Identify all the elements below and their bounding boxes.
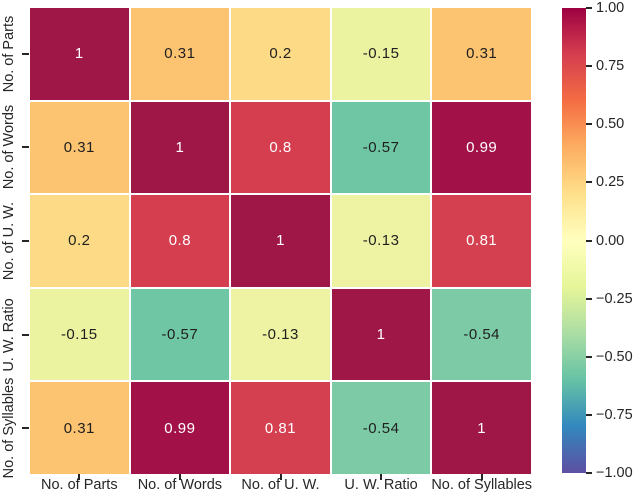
heatmap-cell: -0.15: [30, 288, 129, 381]
heatmap-cell: -0.54: [331, 382, 431, 474]
heatmap-cell: -0.57: [130, 288, 230, 381]
y-axis-tick: [22, 333, 29, 336]
heatmap-cell: -0.54: [432, 288, 531, 381]
colorbar-gradient: [562, 8, 586, 473]
x-axis-tick: [380, 474, 383, 480]
colorbar-tick: [586, 239, 592, 242]
colorbar-tick-label: 0.50: [596, 116, 625, 133]
x-axis-tick: [480, 474, 483, 480]
heatmap-cell: 1: [130, 101, 230, 194]
heatmap-cell: 0.8: [130, 195, 230, 287]
colorbar-tick-label: −0.75: [596, 406, 633, 423]
colorbar-tick-label: 0.25: [596, 174, 625, 191]
x-axis-tick: [78, 474, 81, 480]
y-axis-label: No. of Parts: [1, 15, 17, 93]
colorbar-tick-label: 1.00: [596, 0, 625, 16]
y-axis-label: No. of U. W.: [1, 201, 17, 281]
x-axis-label: No. of Syllables: [431, 477, 533, 493]
colorbar-tick-label: −0.25: [596, 290, 633, 307]
heatmap-cell: 0.31: [432, 8, 531, 100]
heatmap-cell: 0.99: [130, 382, 230, 474]
heatmap-grid: 1 0.31 0.2 -0.15 0.31 0.31 1 0.8 -0.57 0.99 0.2 0.8…: [30, 8, 531, 474]
colorbar-tick-label: −1.00: [596, 465, 633, 481]
heatmap-cell: -0.13: [231, 288, 330, 381]
heatmap-cell: -0.15: [331, 8, 431, 100]
colorbar-tick: [586, 181, 592, 184]
colorbar-tick-label: −0.50: [596, 348, 633, 365]
heatmap-cell: 0.31: [30, 101, 129, 194]
x-axis-tick: [178, 474, 181, 480]
colorbar-tick-label: 0.00: [596, 232, 625, 249]
colorbar-tick: [586, 123, 592, 126]
heatmap-cell: 0.99: [432, 101, 531, 194]
heatmap-cell: 0.2: [231, 8, 330, 100]
heatmap-cell: 0.31: [30, 382, 129, 474]
colorbar-tick: [586, 472, 592, 474]
heatmap-cell: 0.31: [130, 8, 230, 100]
heatmap-cell: 1: [231, 195, 330, 287]
y-axis-tick: [22, 240, 29, 242]
y-axis-tick: [22, 427, 29, 430]
colorbar-tick: [586, 65, 592, 68]
heatmap-cell: 1: [432, 382, 531, 474]
heatmap-cell: 1: [331, 288, 431, 381]
heatmap-cell: 0.2: [30, 195, 129, 287]
x-axis-label: No. of Parts: [41, 477, 118, 493]
x-axis-tick: [279, 474, 282, 480]
colorbar-tick: [586, 297, 592, 300]
y-axis-label: No. of Words: [1, 105, 17, 190]
y-axis-tick: [22, 146, 29, 149]
colorbar-tick-label: 0.75: [596, 58, 625, 75]
y-axis-tick: [22, 52, 29, 55]
y-axis-label: No. of Syllables: [1, 377, 17, 479]
heatmap-cell: 0.8: [231, 101, 330, 194]
colorbar-tick: [586, 413, 592, 416]
heatmap-cell: -0.13: [331, 195, 431, 287]
heatmap-cell: 1: [30, 8, 129, 100]
y-axis-label: U. W. Ratio: [1, 297, 17, 372]
heatmap-cell: 0.81: [231, 382, 330, 474]
x-axis-label: No. of Words: [137, 477, 223, 493]
colorbar-tick: [586, 355, 592, 358]
heatmap-cell: 0.81: [432, 195, 531, 287]
heatmap-cell: -0.57: [331, 101, 431, 194]
x-axis-label: U. W. Ratio: [344, 477, 418, 493]
x-axis-label: No. of U. W.: [241, 477, 320, 493]
colorbar-tick: [586, 7, 592, 9]
